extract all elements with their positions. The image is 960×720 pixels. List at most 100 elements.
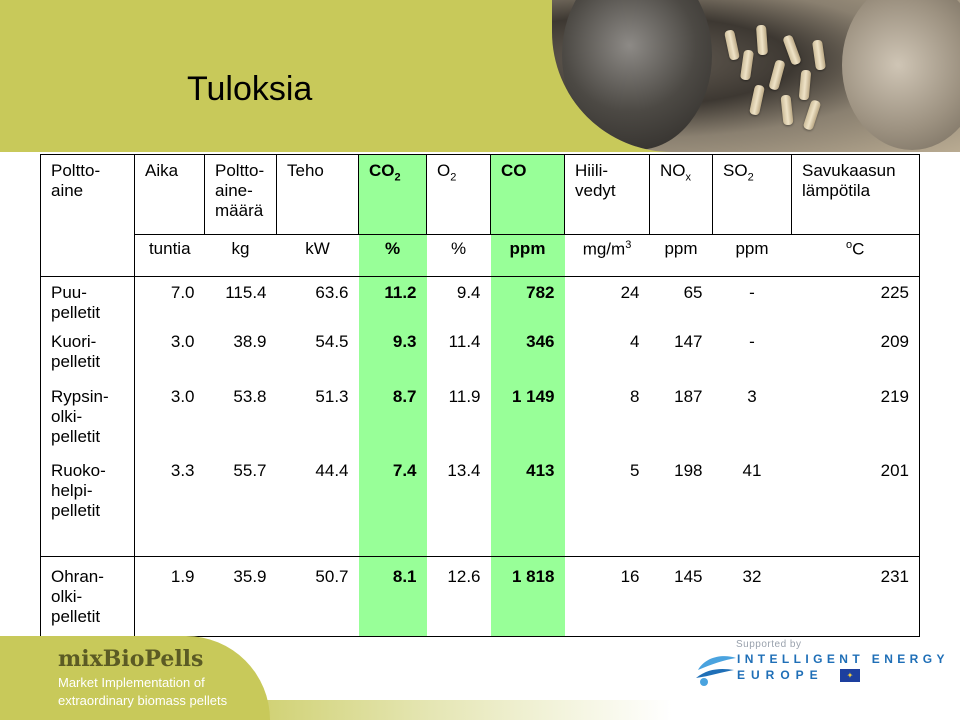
unit-hiilivedyt: mg/m3 [564,234,650,277]
header-text: Poltto- [51,161,101,180]
iee-title: INTELLIGENT ENERGY [737,652,949,666]
cell-temp: 201 [791,460,920,557]
header-maara: Poltto- aine- määrä [204,154,277,235]
pellet [802,99,822,131]
cell-o2: 13.4 [426,460,491,557]
cell-aika: 3.0 [134,386,205,461]
header-text: NO [660,161,686,180]
fuel-text: Ruoko- [51,460,106,480]
iee-swirl-logo [696,656,736,686]
cell-so2: 32 [712,556,792,637]
fuel-cell: Rypsin- olki- pelletit [40,386,135,461]
cell-hiilivedyt: 16 [564,556,650,637]
fuel-text: olki- [51,406,83,426]
table-row: Rypsin- olki- pelletit 3.0 53.8 51.3 8.7… [40,386,920,461]
eu-flag-icon: ✦ [840,669,860,682]
unit-teho: kW [276,234,359,277]
header-text: Savukaasun [802,161,896,180]
fuel-text: Ohran- [51,567,104,586]
unit-so2: ppm [712,234,792,277]
unit-fuel [40,234,135,277]
fuel-text: pelletit [51,303,101,322]
tagline-text: Market Implementation of [58,675,205,690]
header-text: vedyt [575,181,616,200]
iee-subtitle: EUROPE [737,668,824,682]
fuel-text: helpi- [51,480,93,500]
unit-o2: % [426,234,491,277]
header-text: aine- [215,181,253,200]
fuel-text: Kuori- [51,331,97,351]
cell-aika: 3.0 [134,331,205,387]
cell-temp: 219 [791,386,920,461]
footer-brand-panel [0,636,270,720]
cell-maara: 38.9 [233,331,267,351]
cell-hiilivedyt: 4 [630,331,640,351]
pellet [755,24,769,56]
cell-nox: 65 [683,283,703,302]
header-hiilivedyt: Hiili- vedyt [564,154,650,235]
unit-co2: % [358,234,427,277]
pellet [782,34,802,66]
cell-teho: 54.5 [315,331,349,351]
header-subscript: 2 [747,171,754,184]
header-subscript: 2 [450,171,457,184]
tagline-text: extraordinary biomass pellets [58,693,228,708]
cell-o2: 11.4 [448,331,481,351]
cell-co2: 8.7 [358,386,427,461]
header-text: määrä [215,201,264,220]
pellet [798,69,812,101]
header-co: CO [490,154,565,235]
cell-temp: 209 [791,331,920,387]
header-text: Aika [145,161,179,180]
cell-maara: 55.7 [204,460,277,557]
header-text: SO [723,161,748,180]
unit-temp: oC [791,234,920,277]
cell-teho: 44.4 [276,460,359,557]
unit-superscript: 3 [625,239,632,251]
header-temp: Savukaasun lämpötila [791,154,920,235]
header-text: lämpötila [802,181,871,200]
cell-aika: 1.9 [134,556,205,637]
cell-co: 346 [490,331,565,387]
fuel-text: olki- [51,587,83,606]
header-teho: Teho [276,154,359,235]
press-wheel [562,0,712,150]
fuel-cell: Ruoko- helpi- pelletit [40,460,135,557]
header-fuel: Poltto- aine [40,154,135,235]
cell-teho: 50.7 [276,556,359,637]
fuel-text: Rypsin- [51,386,109,406]
cell-teho: 51.3 [315,386,349,406]
unit-nox: ppm [649,234,713,277]
header-text: Hiili- [575,161,609,180]
press-drum [842,0,960,150]
fuel-text: Puu- [51,283,87,302]
cell-hiilivedyt: 5 [564,460,650,557]
header-o2: O2 [426,154,491,235]
header-co2: CO2 [358,154,427,235]
pellet [739,49,755,81]
header-text: aine [51,181,84,200]
fuel-text: pelletit [51,351,101,371]
unit-co: ppm [490,234,565,277]
table-row: Ohran- olki- pelletit 1.9 35.9 50.7 8.1 … [40,556,920,637]
cell-aika: 7.0 [134,276,205,332]
cell-co: 1 818 [490,556,565,637]
cell-maara: 115.4 [225,283,267,302]
header-text: Teho [287,161,324,180]
cell-nox: 147 [674,331,703,351]
cell-hiilivedyt: 8 [630,386,640,406]
cell-nox: 187 [674,386,703,406]
fuel-cell: Puu- pelletit [40,276,135,332]
unit-superscript: o [846,239,853,251]
cell-co: 782 [490,276,565,332]
cell-so2: 41 [712,460,792,557]
slide-title: Tuloksia [187,70,313,108]
cell-temp: 231 [791,556,920,637]
cell-o2: 12.6 [426,556,491,637]
cell-co2: 11.2 [358,276,427,332]
pellet [723,29,741,61]
table-row: Ruoko- helpi- pelletit 3.3 55.7 44.4 7.4… [40,460,920,557]
cell-nox: 145 [649,556,713,637]
cell-temp: 225 [791,276,920,332]
